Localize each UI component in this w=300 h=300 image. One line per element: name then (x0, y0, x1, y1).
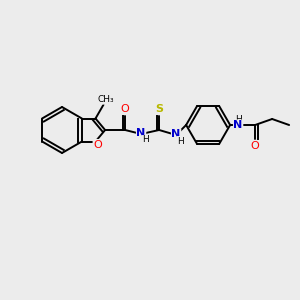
Text: O: O (251, 141, 260, 151)
Text: O: O (121, 104, 130, 114)
Text: H: H (235, 115, 242, 124)
Text: H: H (142, 136, 148, 145)
Text: CH₃: CH₃ (97, 95, 114, 104)
Text: H: H (177, 136, 184, 146)
Text: N: N (172, 129, 181, 139)
Text: N: N (136, 128, 146, 138)
Text: S: S (155, 104, 163, 114)
Text: N: N (233, 120, 243, 130)
Text: O: O (93, 140, 102, 149)
